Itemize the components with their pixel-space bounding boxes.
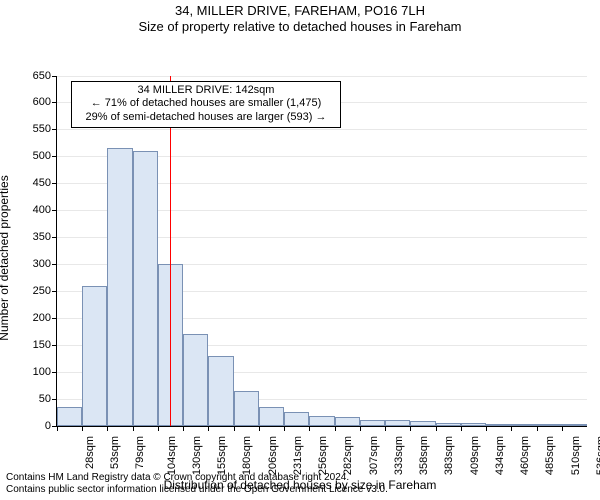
y-tick-label: 50 [39,393,57,405]
x-tick-mark [461,426,462,431]
x-tick-label: 358sqm [418,436,430,475]
x-tick-mark [309,426,310,431]
footer-copyright: Contains HM Land Registry data © Crown c… [6,472,388,496]
x-tick-label: 536sqm [595,436,600,475]
gridline [57,129,587,130]
x-tick-label: 28sqm [84,436,96,469]
histogram-bar [309,416,334,426]
x-tick-mark [208,426,209,431]
x-tick-label: 79sqm [135,436,147,469]
y-tick-label: 550 [33,123,57,135]
x-tick-mark [385,426,386,431]
x-tick-mark [183,426,184,431]
histogram-bar [562,424,587,426]
x-tick-label: 155sqm [216,436,228,475]
histogram-bar [436,423,461,425]
y-tick-label: 600 [33,96,57,108]
x-tick-mark [360,426,361,431]
y-axis-label: Number of detached properties [0,175,11,340]
x-tick-label: 434sqm [494,436,506,475]
x-tick-label: 409sqm [469,436,481,475]
x-tick-label: 282sqm [343,436,355,475]
annotation-line1: 34 MILLER DRIVE: 142sqm [76,84,336,98]
histogram-bar [335,417,360,425]
x-tick-label: 180sqm [242,436,254,475]
x-tick-mark [335,426,336,431]
x-tick-mark [410,426,411,431]
page-subtitle: Size of property relative to detached ho… [0,19,600,35]
histogram-bar [234,391,259,426]
reference-line [170,76,171,426]
histogram-bar [410,421,435,425]
histogram-bar [107,148,132,425]
histogram-bar [511,424,536,426]
histogram-bar [537,424,562,426]
x-tick-label: 206sqm [267,436,279,475]
y-tick-label: 150 [33,339,57,351]
plot-area: 0501001502002503003504004505005506006502… [56,76,587,427]
histogram-bar [82,286,107,426]
footer-line2: Contains public sector information licen… [6,484,388,496]
y-tick-label: 500 [33,150,57,162]
annotation-box: 34 MILLER DRIVE: 142sqm← 71% of detached… [71,81,341,128]
histogram-bar [385,420,410,425]
annotation-line2: ← 71% of detached houses are smaller (1,… [76,97,336,111]
x-tick-label: 460sqm [519,436,531,475]
histogram-bar [284,412,309,425]
x-tick-label: 256sqm [317,436,329,475]
x-tick-mark [284,426,285,431]
gridline [57,76,587,77]
x-tick-label: 383sqm [443,436,455,475]
x-tick-mark [486,426,487,431]
y-tick-label: 650 [33,70,57,82]
x-tick-mark [562,426,563,431]
x-tick-label: 231sqm [292,436,304,475]
x-tick-mark [259,426,260,431]
histogram-bar [183,334,208,426]
histogram-bar [133,151,158,426]
x-tick-mark [234,426,235,431]
histogram-bar [208,356,233,426]
y-tick-label: 300 [33,258,57,270]
x-tick-label: 53sqm [109,436,121,469]
x-tick-mark [158,426,159,431]
histogram-bar [259,407,284,426]
x-tick-mark [57,426,58,431]
y-tick-label: 350 [33,231,57,243]
x-tick-label: 485sqm [544,436,556,475]
x-tick-label: 104sqm [166,436,178,475]
x-tick-mark [82,426,83,431]
x-tick-label: 510sqm [570,436,582,475]
y-tick-label: 450 [33,177,57,189]
histogram-bar [461,423,486,425]
histogram-bar [360,420,385,425]
x-tick-mark [133,426,134,431]
y-tick-label: 200 [33,312,57,324]
x-tick-mark [436,426,437,431]
y-tick-label: 0 [45,420,57,432]
y-tick-label: 100 [33,366,57,378]
histogram-bar [57,407,82,426]
y-tick-label: 400 [33,204,57,216]
x-tick-mark [107,426,108,431]
page-title-address: 34, MILLER DRIVE, FAREHAM, PO16 7LH [0,0,600,19]
x-tick-label: 130sqm [191,436,203,475]
y-tick-label: 250 [33,285,57,297]
x-tick-mark [537,426,538,431]
x-tick-mark [511,426,512,431]
histogram-bar [486,424,511,426]
x-tick-label: 307sqm [368,436,380,475]
annotation-line3: 29% of semi-detached houses are larger (… [76,111,336,125]
x-tick-label: 333sqm [393,436,405,475]
footer-line1: Contains HM Land Registry data © Crown c… [6,472,388,484]
